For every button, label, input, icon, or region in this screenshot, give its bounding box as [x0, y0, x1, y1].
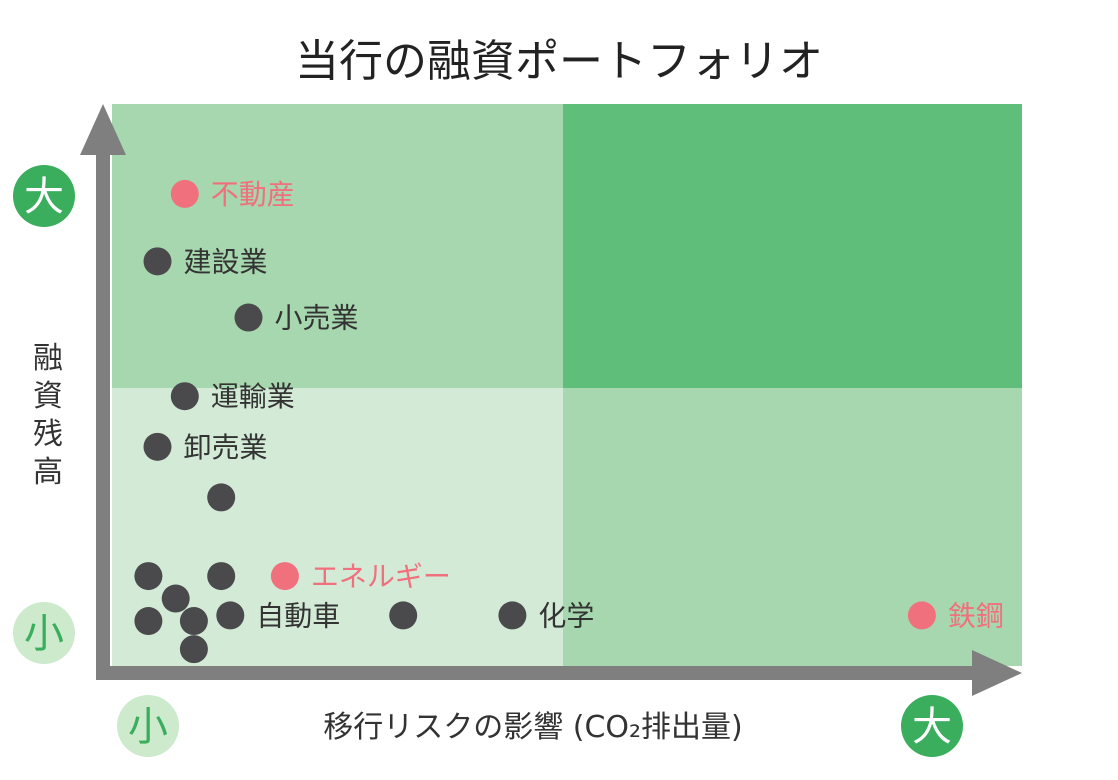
- y-axis-label-char: 高: [33, 455, 63, 490]
- y-axis-label-char: 資: [33, 379, 63, 414]
- y-high-badge: 大: [13, 165, 75, 227]
- quadrant-low-risk-high-balance: [112, 104, 563, 388]
- data-point-label: 鉄鋼: [948, 599, 1004, 632]
- data-point: [216, 601, 245, 630]
- data-point: [389, 601, 418, 630]
- data-point-label: 運輸業: [211, 380, 295, 413]
- data-point-label: 卸売業: [184, 431, 268, 464]
- data-point-highlight: [170, 179, 199, 208]
- data-point: [207, 562, 236, 591]
- data-point-label: 自動車: [256, 599, 340, 632]
- data-point: [161, 584, 190, 613]
- data-point-label: 建設業: [184, 245, 268, 278]
- data-point: [234, 303, 263, 332]
- quadrant-high-risk-low-balance: [563, 388, 1022, 666]
- quadrant-background: [112, 104, 1022, 666]
- data-point: [498, 601, 527, 630]
- data-point: [134, 562, 163, 591]
- data-point: [170, 382, 199, 411]
- y-axis-arrow: [80, 104, 126, 680]
- x-axis-arrow: [96, 650, 1022, 696]
- chart-title: 当行の融資ポートフォリオ: [295, 36, 823, 87]
- data-point: [143, 432, 172, 461]
- quadrant-high-risk-high-balance: [563, 104, 1022, 388]
- data-point-label: 小売業: [275, 302, 359, 335]
- data-point: [207, 483, 236, 512]
- data-point: [134, 607, 163, 636]
- y-high-label: 大: [24, 174, 64, 220]
- data-point-label: 化学: [538, 599, 594, 632]
- x-low-badge: 小: [117, 695, 179, 757]
- data-point-highlight: [270, 562, 299, 591]
- y-low-label: 小: [24, 611, 64, 657]
- data-point: [179, 635, 208, 664]
- y-axis-label-char: 融: [33, 341, 63, 376]
- x-axis-label: 移行リスクの影響 (CO₂排出量): [323, 710, 743, 745]
- x-high-label: 大: [912, 704, 952, 750]
- data-point-label: 不動産: [211, 178, 295, 211]
- x-high-badge: 大: [901, 695, 963, 757]
- data-point-label: エネルギー: [311, 560, 451, 593]
- y-axis-label-char: 残: [33, 417, 63, 452]
- y-low-badge: 小: [13, 602, 75, 664]
- x-low-label: 小: [128, 704, 168, 750]
- data-point: [179, 607, 208, 636]
- data-point-highlight: [907, 601, 936, 630]
- data-point: [143, 247, 172, 276]
